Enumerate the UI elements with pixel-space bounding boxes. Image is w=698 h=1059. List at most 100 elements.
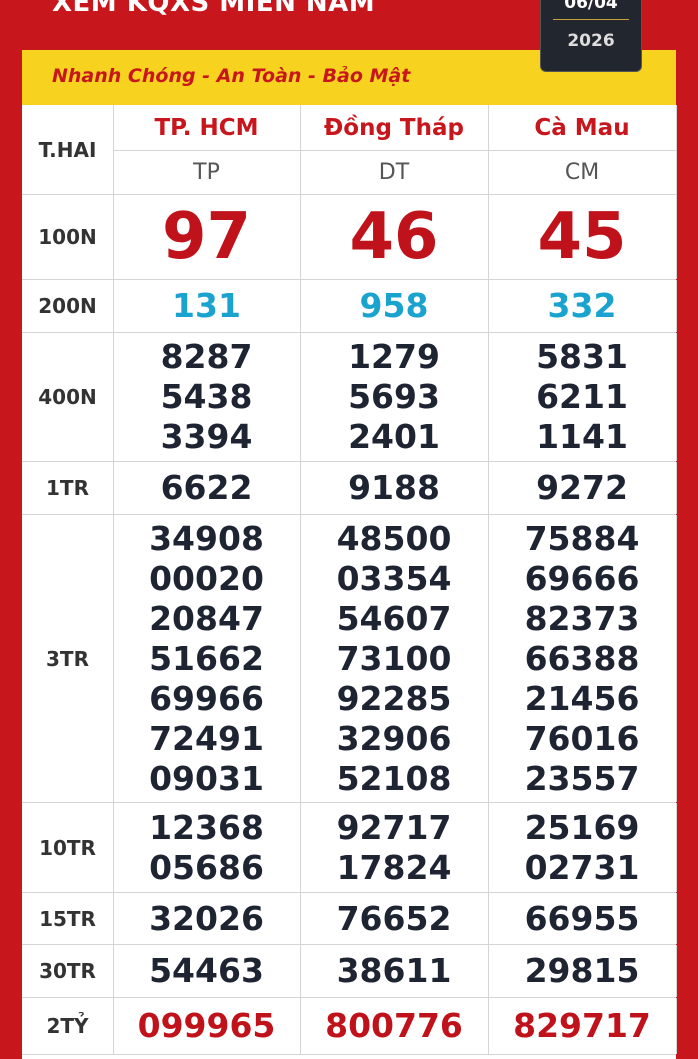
- province-code: DT: [300, 150, 489, 195]
- result-cell: 332: [488, 280, 677, 332]
- result-number: 1279: [348, 337, 440, 376]
- result-cell: 48500 03354 54607 73100 92285 32906 52108: [300, 515, 489, 802]
- result-number: 099965: [137, 1006, 276, 1045]
- result-number: 66955: [524, 898, 640, 938]
- result-cell: 38611: [300, 945, 489, 997]
- prize-row: 2TỶ 099965 800776 829717: [22, 998, 677, 1055]
- result-number: 02731: [524, 847, 640, 887]
- prize-row: 100N 97 46 45: [22, 195, 677, 280]
- result-number: 6622: [160, 468, 253, 507]
- results-table: T.HAI TP. HCM TP Đồng Tháp DT Cà Mau CM 100N 97 4…: [22, 105, 677, 1059]
- prize-label: 100N: [22, 195, 114, 279]
- result-cell: 9188: [300, 462, 489, 514]
- prize-label: 3TR: [22, 515, 114, 802]
- result-number: 72491: [149, 718, 264, 758]
- title: XEM KQXS MIỀN NAM: [52, 0, 376, 18]
- province-name: TP. HCM: [113, 105, 301, 151]
- result-number: 34908: [149, 518, 264, 558]
- result-number: 17824: [336, 847, 452, 887]
- result-number: 73100: [336, 638, 452, 678]
- result-number: 8287: [160, 337, 253, 376]
- result-number: 5693: [348, 377, 440, 416]
- result-cell: 76652: [300, 893, 489, 944]
- day-label: T.HAI: [22, 105, 114, 194]
- result-cell: 800776: [300, 998, 489, 1054]
- result-number: 05686: [149, 847, 264, 887]
- divider: [553, 19, 629, 20]
- result-cell: 6622: [113, 462, 301, 514]
- result-number: 54607: [336, 598, 452, 638]
- result-cell: 66955: [488, 893, 677, 944]
- result-cell: 9272: [488, 462, 677, 514]
- province-name: Đồng Tháp: [300, 105, 489, 151]
- result-number: 45: [537, 200, 627, 274]
- prize-label: 1TR: [22, 462, 114, 514]
- result-number: 66388: [524, 638, 640, 678]
- result-number: 9272: [536, 468, 628, 507]
- result-number: 29815: [524, 951, 640, 990]
- result-number: 92285: [336, 678, 452, 718]
- result-cell: 75884 69666 82373 66388 21456 76016 23557: [488, 515, 677, 802]
- result-number: 958: [359, 286, 429, 325]
- result-cell: 32026: [113, 893, 301, 944]
- prize-label: 2TỶ: [22, 998, 114, 1054]
- result-number: 2401: [348, 417, 440, 456]
- result-number: 00020: [149, 558, 264, 598]
- prize-label: 200N: [22, 280, 114, 332]
- result-number: 92717: [336, 807, 452, 847]
- result-number: 03354: [336, 558, 452, 598]
- result-number: 52108: [336, 758, 452, 798]
- result-number: 21456: [524, 678, 640, 718]
- result-cell: 131: [113, 280, 301, 332]
- result-number: 829717: [513, 1006, 651, 1045]
- result-number: 82373: [524, 598, 640, 638]
- result-number: 9188: [348, 468, 440, 507]
- result-number: 800776: [325, 1006, 463, 1045]
- result-number: 5831: [536, 337, 628, 376]
- header-row: T.HAI TP. HCM TP Đồng Tháp DT Cà Mau CM: [22, 105, 677, 195]
- result-cell: 25169 02731: [488, 803, 677, 892]
- result-number: 97: [161, 200, 252, 274]
- prize-label: 30TR: [22, 945, 114, 997]
- prize-row: 1TR 6622 9188 9272: [22, 462, 677, 515]
- result-number: 54463: [149, 951, 264, 990]
- result-number: 1141: [536, 417, 628, 456]
- result-cell: 958: [300, 280, 489, 332]
- prize-label: 400N: [22, 333, 114, 461]
- result-cell: 97: [113, 195, 301, 279]
- prize-row: 3TR 34908 00020 20847 51662 69966 72491 09031 48…: [22, 515, 677, 803]
- prize-row: 10TR 12368 05686 92717 17824 25169 02731: [22, 803, 677, 893]
- prize-label: 15TR: [22, 893, 114, 944]
- result-cell: 1279 5693 2401: [300, 333, 489, 461]
- result-number: 46: [349, 200, 439, 274]
- result-number: 51662: [149, 638, 264, 678]
- prize-row: 30TR 54463 38611 29815: [22, 945, 677, 998]
- result-cell: 829717: [488, 998, 677, 1054]
- result-number: 38611: [336, 951, 452, 990]
- result-cell: 45: [488, 195, 677, 279]
- result-number: 6211: [536, 377, 628, 416]
- slogan: Nhanh Chóng - An Toàn - Bảo Mật: [52, 65, 411, 87]
- result-number: 23557: [524, 758, 640, 798]
- result-cell: 099965: [113, 998, 301, 1054]
- prize-row: 400N 8287 5438 3394 1279 5693 2401 5831 6211 1141: [22, 333, 677, 462]
- prize-row: 200N 131 958 332: [22, 280, 677, 333]
- date-box: 06/04 2026: [540, 0, 642, 72]
- result-number: 69666: [524, 558, 640, 598]
- province-code: TP: [113, 150, 301, 195]
- result-number: 25169: [524, 807, 640, 847]
- result-cell: 29815: [488, 945, 677, 997]
- result-number: 32026: [149, 898, 264, 938]
- result-cell: 92717 17824: [300, 803, 489, 892]
- prize-label: 10TR: [22, 803, 114, 892]
- province-code: CM: [488, 150, 677, 195]
- result-cell: 54463: [113, 945, 301, 997]
- result-cell: 5831 6211 1141: [488, 333, 677, 461]
- result-number: 3394: [160, 417, 253, 456]
- year: 2026: [567, 31, 615, 51]
- result-number: 32906: [336, 718, 452, 758]
- result-number: 48500: [336, 518, 452, 558]
- result-cell: 34908 00020 20847 51662 69966 72491 09031: [113, 515, 301, 802]
- result-cell: 46: [300, 195, 489, 279]
